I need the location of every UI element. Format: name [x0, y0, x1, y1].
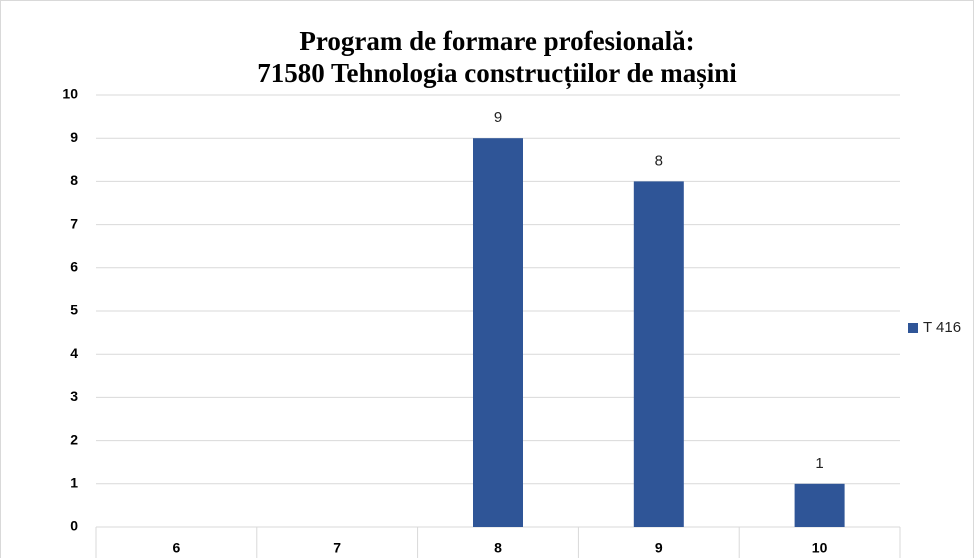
- x-tick-label: 9: [655, 540, 663, 556]
- y-tick-label: 4: [70, 345, 78, 361]
- y-tick-label: 10: [62, 86, 78, 102]
- y-tick-label: 8: [70, 172, 78, 188]
- y-tick-label: 3: [70, 388, 78, 404]
- x-tick-label: 8: [494, 540, 502, 556]
- y-tick-label: 5: [70, 302, 78, 318]
- y-tick-label: 2: [70, 431, 78, 447]
- y-tick-label: 0: [70, 518, 78, 534]
- bar: [473, 138, 523, 527]
- bar: [794, 483, 845, 527]
- y-tick-label: 6: [70, 259, 78, 275]
- data-label: 1: [815, 455, 823, 472]
- legend-swatch: [908, 323, 918, 333]
- y-tick-label: 1: [70, 475, 78, 491]
- bar: [633, 181, 684, 527]
- x-tick-label: 10: [812, 540, 828, 556]
- x-tick-label: 6: [173, 540, 181, 556]
- data-label: 9: [494, 109, 502, 126]
- legend-label: T 416: [923, 319, 961, 336]
- chart-title: 71580 Tehnologia construcțiilor de mașin…: [257, 58, 737, 89]
- x-tick-label: 7: [333, 540, 341, 556]
- y-tick-label: 7: [70, 215, 78, 231]
- data-label: 8: [655, 152, 663, 169]
- chart-title: Program de formare profesională:: [299, 26, 694, 56]
- y-tick-label: 9: [70, 129, 78, 145]
